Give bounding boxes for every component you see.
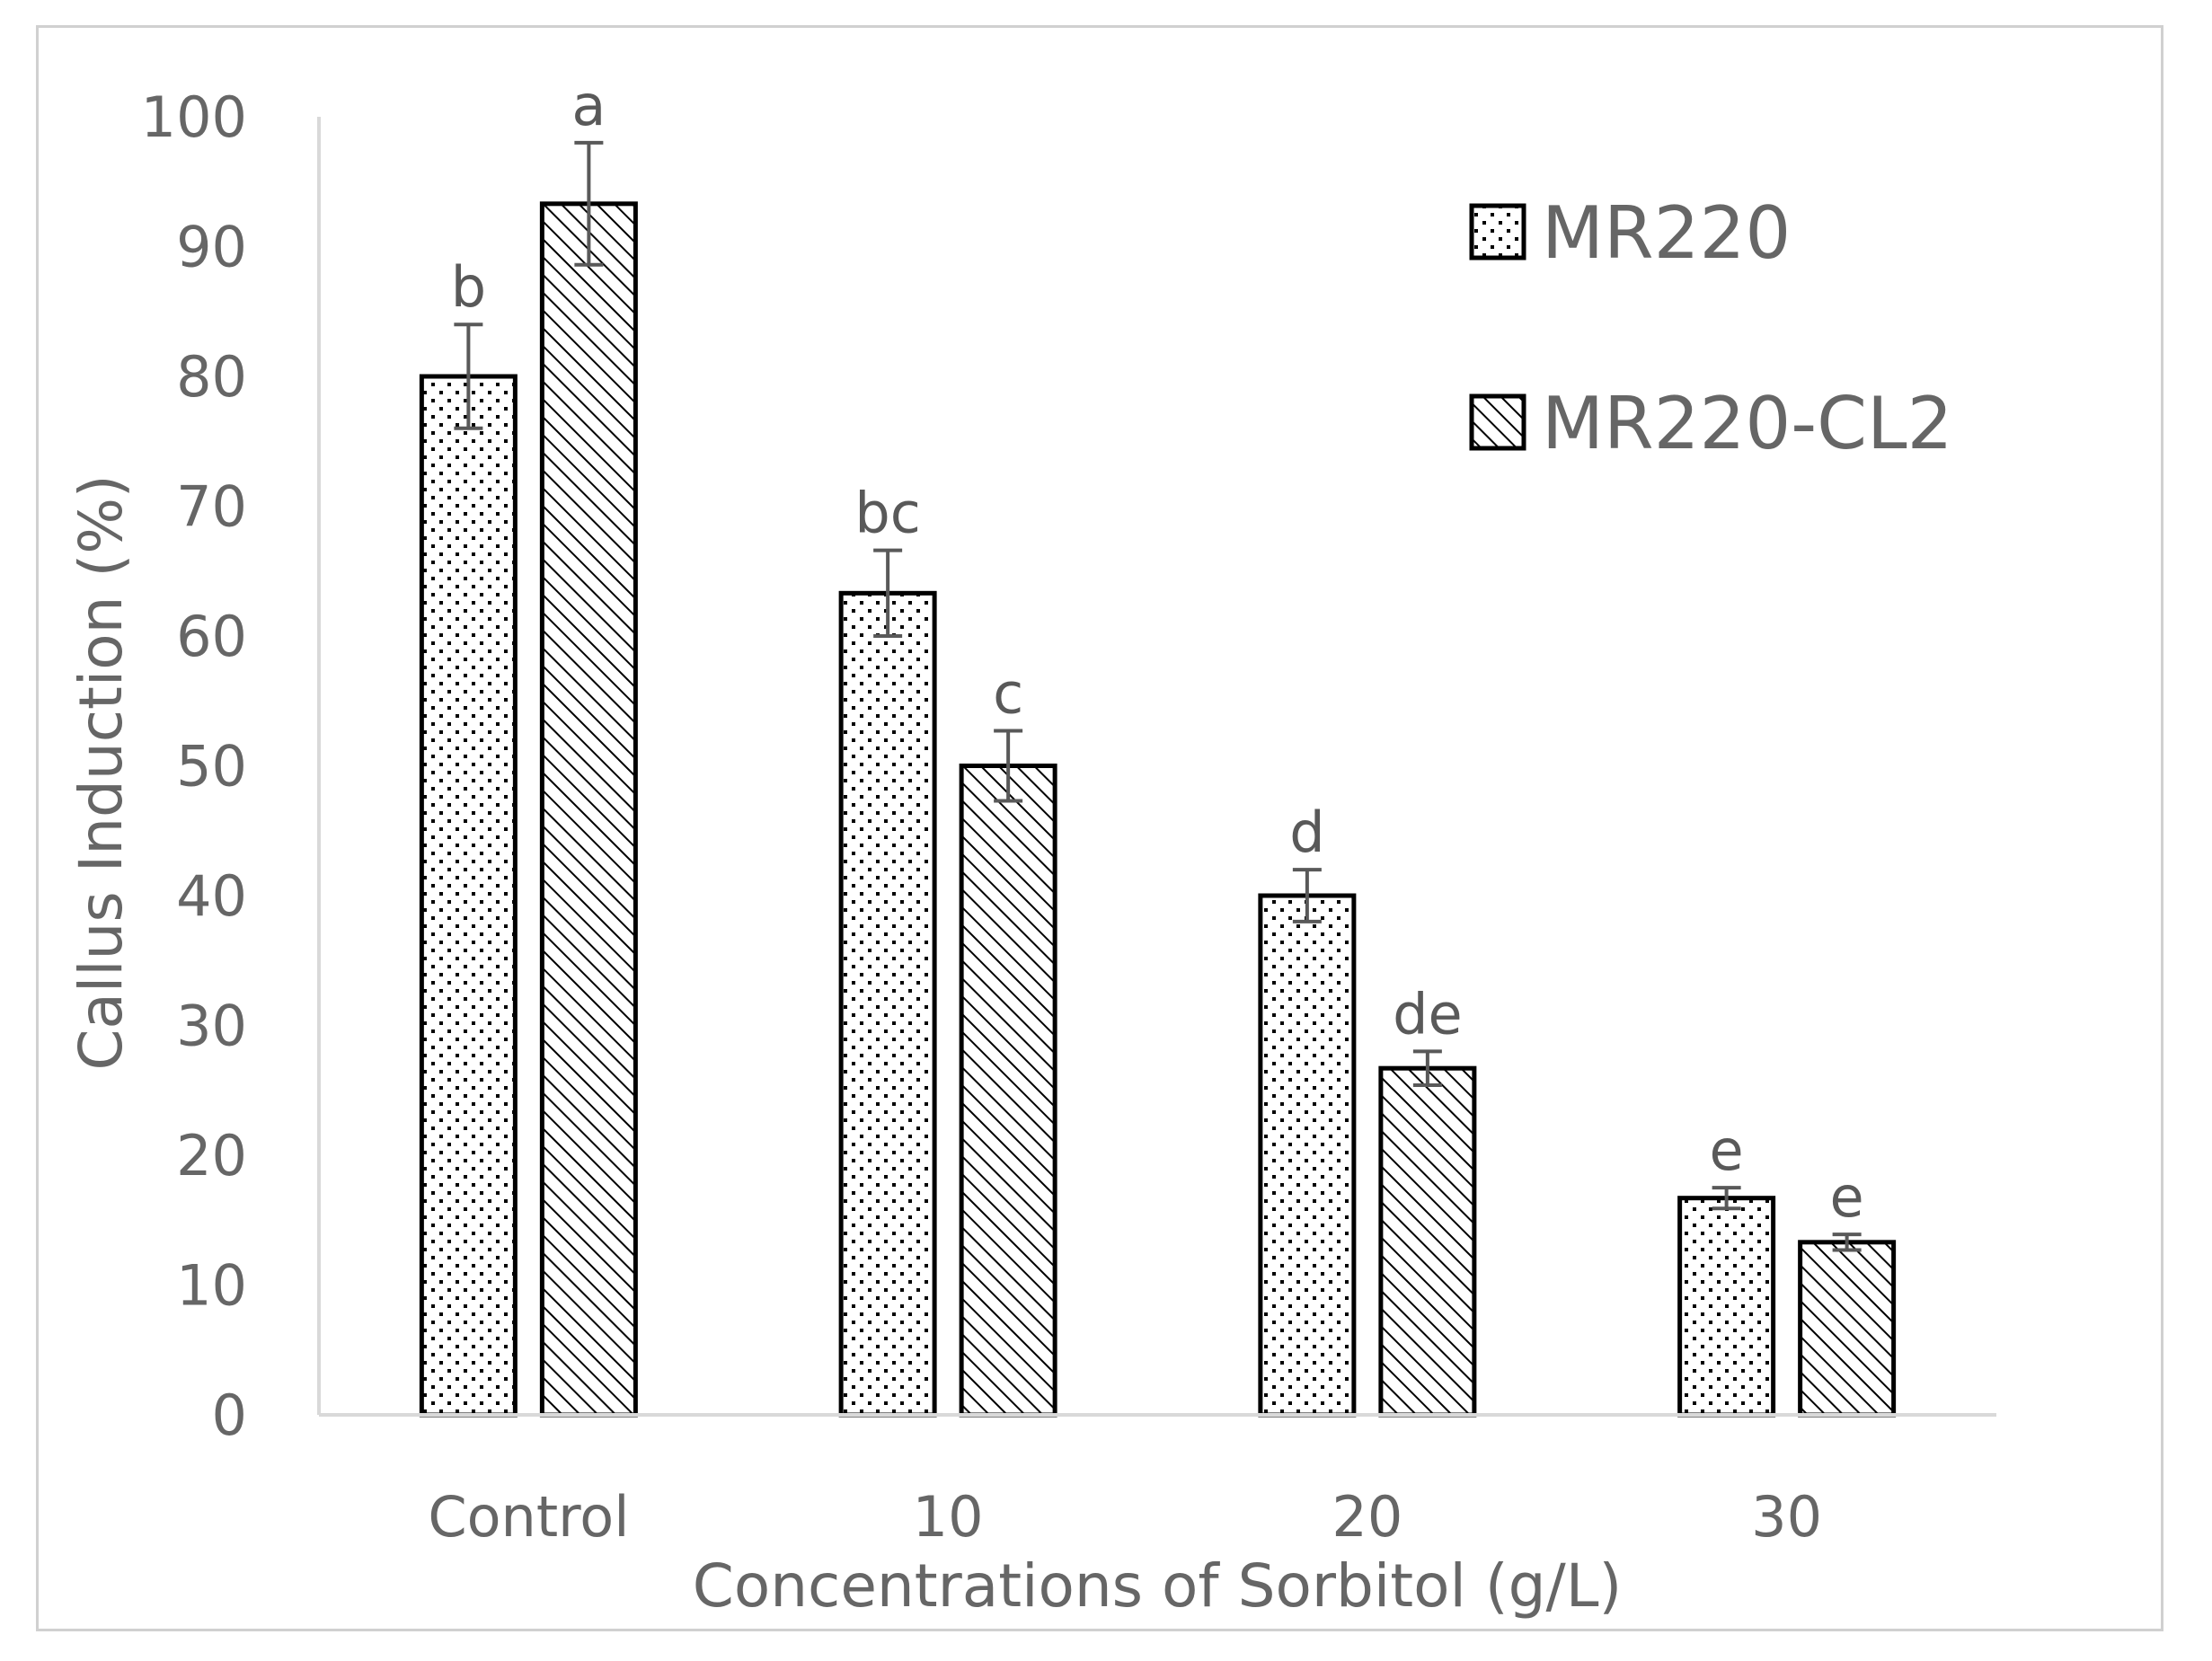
legend-swatch-mr220: [1469, 203, 1526, 261]
legend: MR220 MR220-CL2: [1469, 191, 1953, 465]
bar-mr220-cl2-30: [1798, 1240, 1897, 1418]
y-tick-label: 40: [176, 863, 247, 929]
bar-mr220-30: [1677, 1196, 1776, 1418]
y-axis-ticks: 0 10 20 30 40 50 60 70 80 90 100: [141, 84, 247, 1448]
bar-mr220-cl2-control: [539, 201, 638, 1418]
x-axis-title: Concentrations of Sorbitol (g/L): [693, 1551, 1622, 1621]
significance-label: a: [571, 73, 606, 138]
y-tick-label: 90: [176, 215, 247, 280]
y-axis-title: Callus Induction (%): [66, 474, 136, 1070]
axes: [317, 117, 1996, 1417]
significance-label: b: [451, 254, 486, 320]
bar-mr220-cl2-20: [1378, 1065, 1477, 1418]
x-tick-label: 30: [1751, 1484, 1822, 1550]
y-tick-label: 20: [176, 1123, 247, 1188]
legend-label-mr220: MR220: [1542, 191, 1791, 275]
y-tick-label: 50: [176, 734, 247, 800]
y-tick-label: 0: [212, 1383, 247, 1448]
x-axis-ticks: Control 10 20 30: [428, 1484, 1822, 1550]
bar-mr220-control: [419, 374, 518, 1418]
x-tick-label: 20: [1332, 1484, 1402, 1550]
bar-mr220-cl2-10: [959, 764, 1057, 1418]
bars: b a bc c d de e e: [419, 73, 1897, 1418]
x-tick-label: Control: [428, 1484, 629, 1550]
x-tick-label: 10: [913, 1484, 984, 1550]
significance-label: e: [1830, 1164, 1864, 1230]
bar-mr220-10: [838, 590, 937, 1418]
significance-label: e: [1710, 1118, 1744, 1183]
significance-label: c: [993, 660, 1023, 726]
legend-label-mr220-cl2: MR220-CL2: [1542, 382, 1953, 465]
significance-label: bc: [854, 481, 920, 546]
y-tick-label: 10: [176, 1253, 247, 1319]
bar-mr220-20: [1258, 893, 1357, 1418]
chart-frame: [36, 25, 2163, 1631]
y-tick-label: 30: [176, 994, 247, 1059]
significance-label: de: [1393, 981, 1463, 1047]
y-tick-label: 100: [141, 84, 247, 150]
y-tick-label: 80: [176, 344, 247, 410]
significance-label: d: [1289, 800, 1324, 865]
y-tick-label: 60: [176, 604, 247, 669]
legend-swatch-mr220-cl2: [1469, 393, 1526, 451]
y-tick-label: 70: [176, 474, 247, 540]
